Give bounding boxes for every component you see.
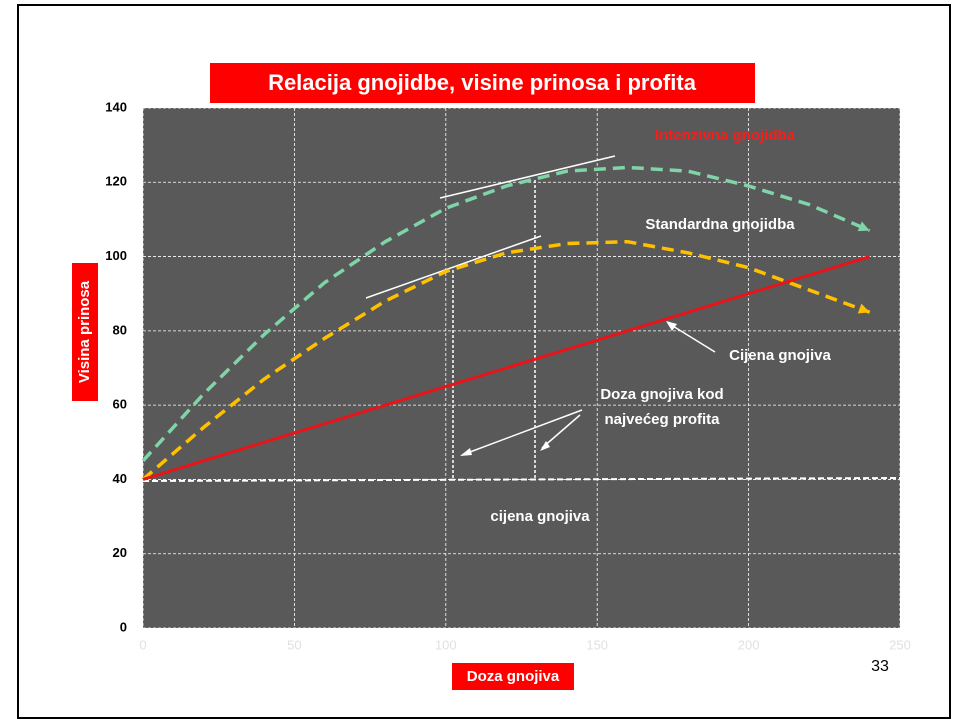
arrow: [667, 322, 716, 353]
x-tick-label: 50: [287, 637, 301, 652]
chart-title: Relacija gnojidbe, visine prinosa i prof…: [268, 70, 697, 95]
plot-area: [143, 108, 900, 628]
x-tick-label: 150: [586, 637, 608, 652]
series-line: [141, 239, 871, 481]
y-tick-label: 20: [113, 545, 127, 560]
annotation: cijena gnojiva: [490, 508, 590, 525]
y-tick-label: 40: [113, 471, 127, 486]
y-tick-label: 80: [113, 322, 127, 337]
x-axis-label: Doza gnojiva: [467, 668, 560, 685]
arrowhead: [857, 221, 870, 232]
y-tick-label: 100: [105, 248, 127, 263]
series-lines: [141, 165, 871, 481]
series-label: Standardna gnojidba: [645, 216, 795, 233]
series-label: Intenzivna gnojidba: [655, 127, 796, 144]
arrow: [541, 414, 581, 449]
x-tick-label: 250: [889, 637, 911, 652]
arrowhead: [666, 321, 677, 331]
page-number: 33: [871, 658, 889, 675]
labels: Intenzivna gnojidba Standardna gnojidba …: [490, 127, 831, 525]
grid: [142, 107, 901, 629]
series-line: [141, 165, 871, 463]
y-label-box: [72, 263, 98, 401]
x-tick-label: 100: [435, 637, 457, 652]
arrowhead: [460, 448, 472, 456]
x-label-box: [452, 663, 574, 690]
decorations: [142, 155, 901, 482]
tangent-line: [365, 235, 542, 299]
arrow: [461, 409, 583, 456]
title-box: [210, 63, 755, 103]
x-tick-label: 200: [738, 637, 760, 652]
arrowhead: [540, 441, 550, 451]
price-baseline: [142, 477, 901, 482]
y-tick-label: 60: [113, 397, 127, 412]
y-tick-label: 120: [105, 174, 127, 189]
annotation: Doza gnojiva kod: [600, 386, 723, 403]
y-tick-label: 140: [105, 99, 127, 114]
arrowhead: [857, 303, 870, 314]
x-tick-label: 0: [139, 637, 146, 652]
y-axis-label: Visina prinosa: [76, 280, 93, 383]
y-tick-label: 0: [120, 619, 127, 634]
series-line: [142, 255, 871, 481]
tangent-line: [439, 155, 616, 199]
annotation: najvećeg profita: [604, 411, 720, 428]
series-label: Cijena gnojiva: [729, 347, 831, 364]
